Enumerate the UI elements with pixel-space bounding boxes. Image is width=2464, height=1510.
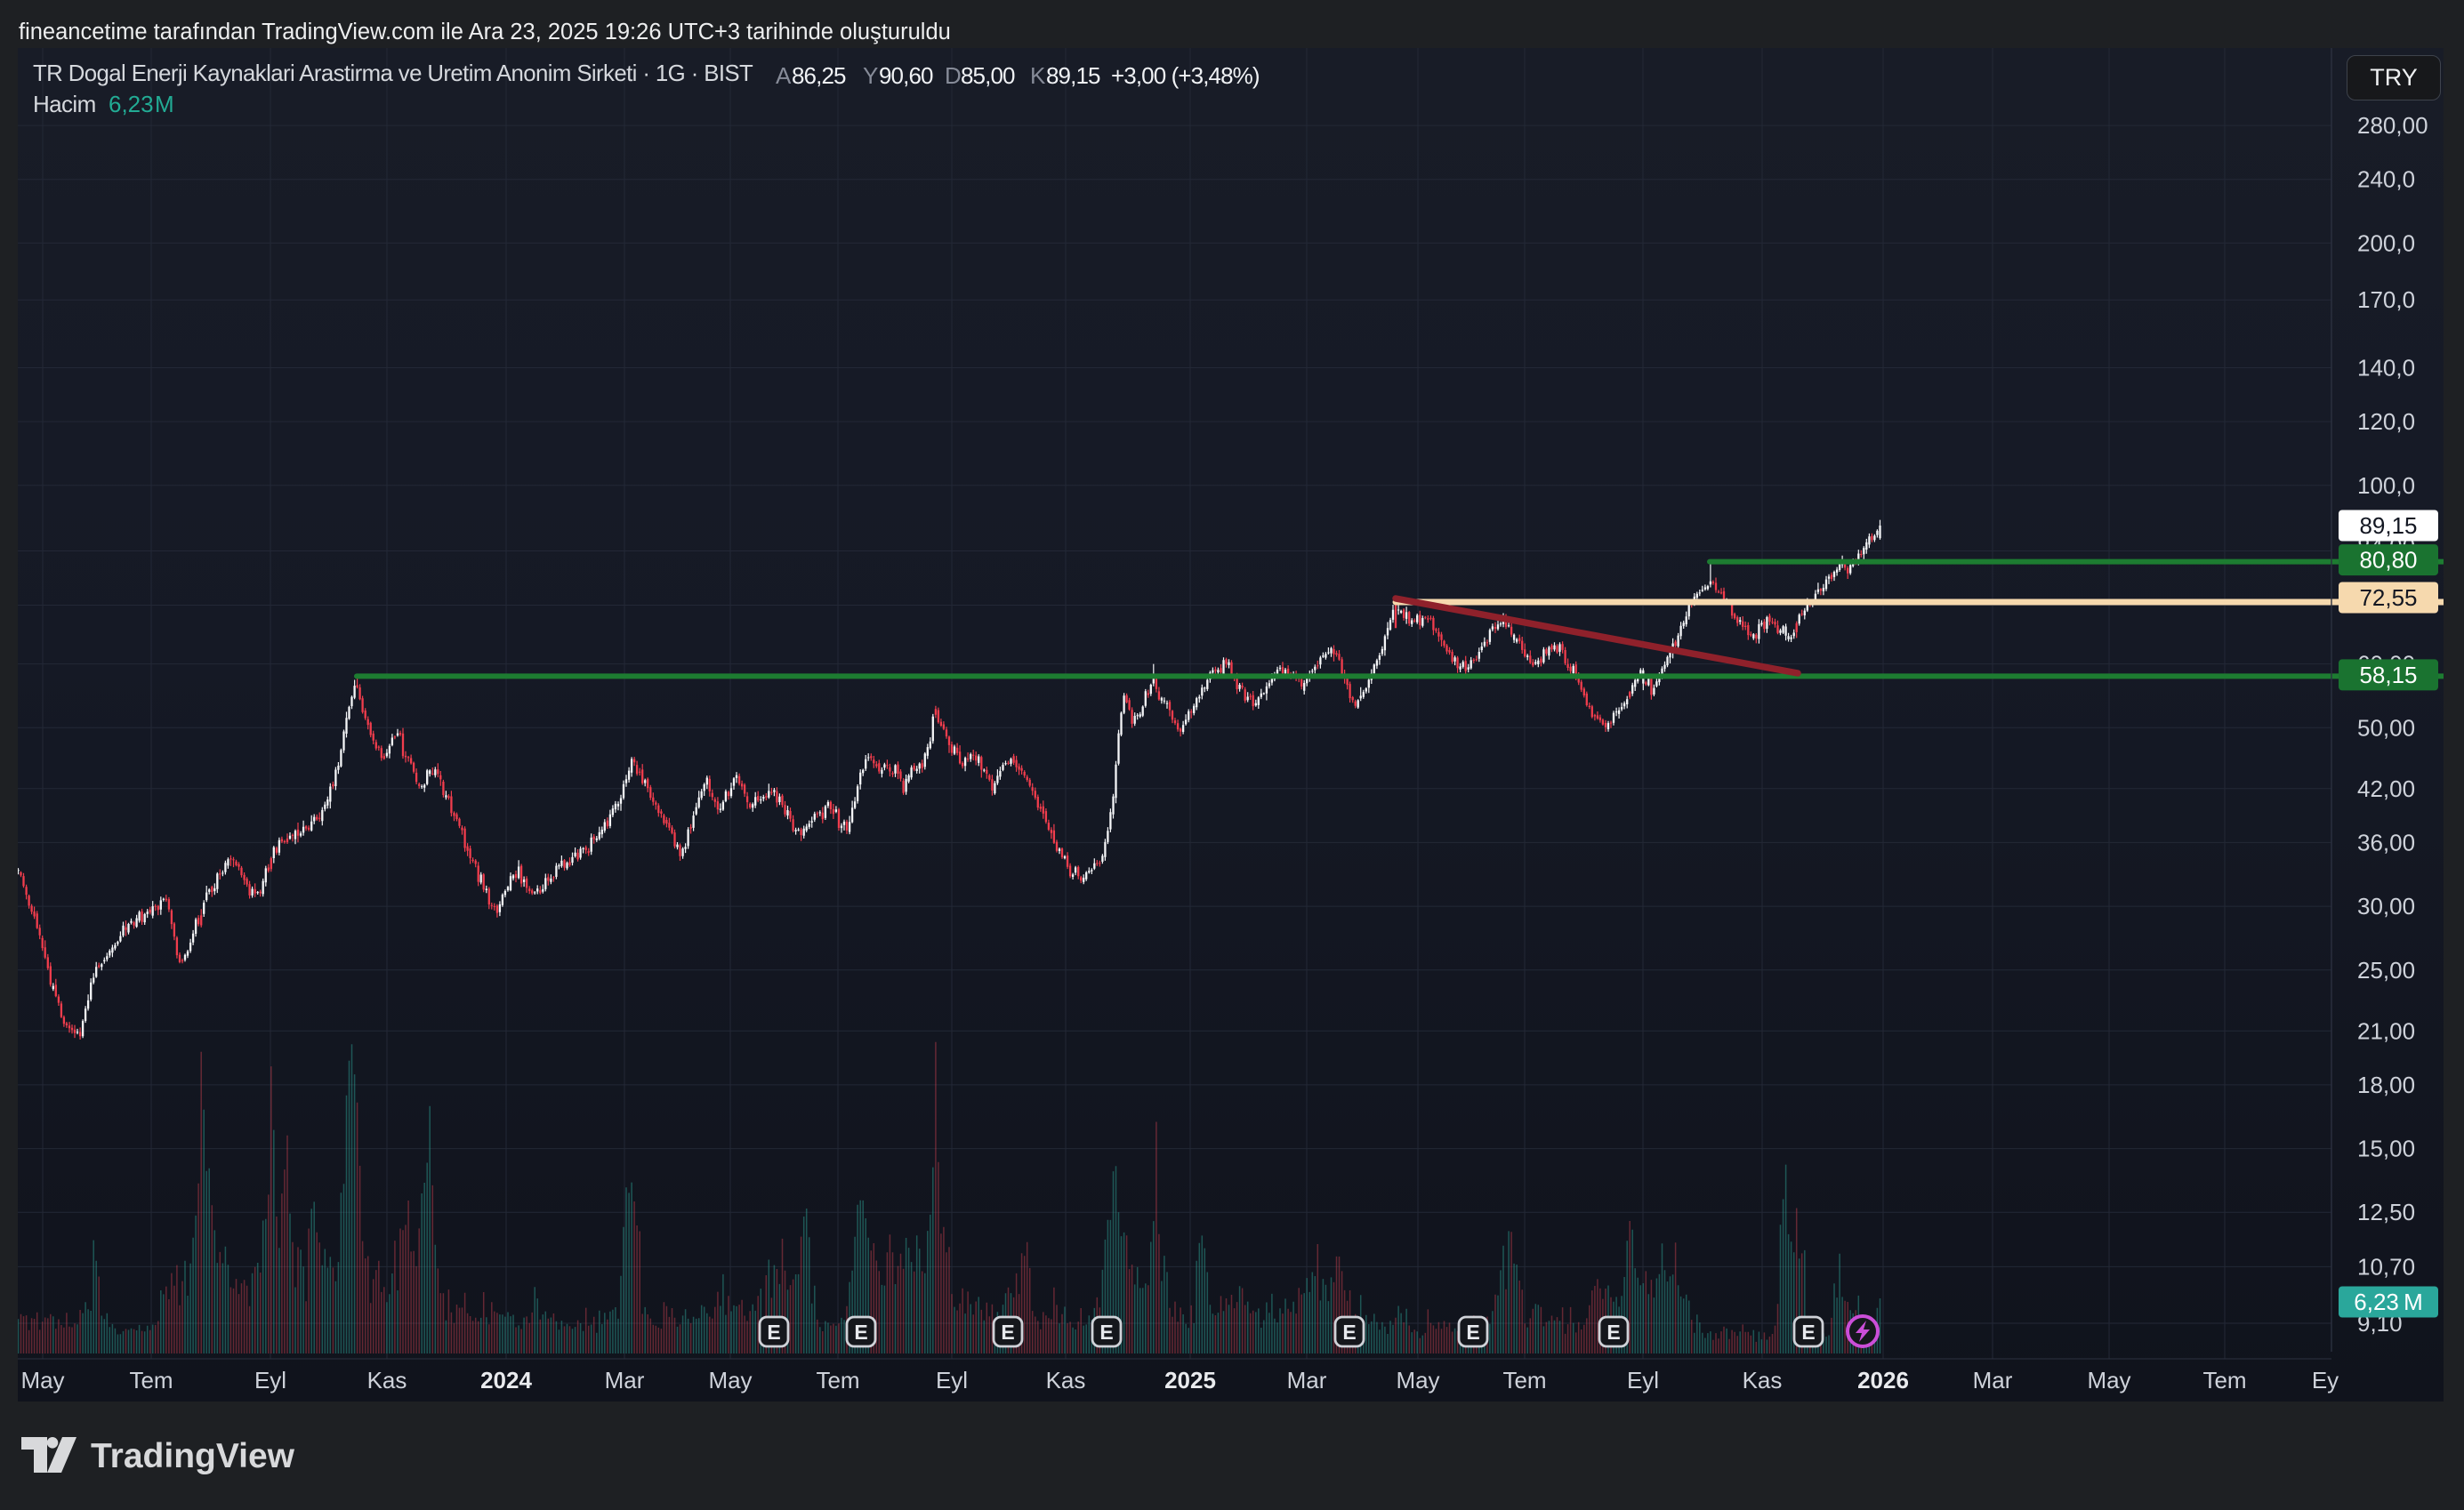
svg-text:42,00: 42,00	[2357, 775, 2415, 802]
svg-text:E: E	[1099, 1321, 1113, 1344]
svg-text:E: E	[767, 1321, 780, 1344]
svg-text:E: E	[1801, 1321, 1815, 1344]
svg-text:Tem: Tem	[1502, 1367, 1546, 1394]
svg-text:May: May	[1396, 1367, 1439, 1394]
svg-text:Mar: Mar	[1973, 1367, 2013, 1394]
svg-text:May: May	[20, 1367, 64, 1394]
svg-text:100,0: 100,0	[2357, 472, 2415, 499]
svg-text:2026: 2026	[1857, 1367, 1909, 1394]
svg-text:12,50: 12,50	[2357, 1199, 2415, 1225]
svg-text:36,00: 36,00	[2357, 829, 2415, 855]
svg-text:E: E	[1342, 1321, 1356, 1344]
svg-text:Kas: Kas	[1046, 1367, 1086, 1394]
svg-text:25,00: 25,00	[2357, 957, 2415, 984]
svg-text:May: May	[2087, 1367, 2130, 1394]
svg-text:120,0: 120,0	[2357, 408, 2415, 435]
svg-text:21,00: 21,00	[2357, 1017, 2415, 1044]
svg-text:Mar: Mar	[1287, 1367, 1327, 1394]
svg-text:E: E	[1001, 1321, 1014, 1344]
svg-text:Kas: Kas	[1743, 1367, 1783, 1394]
svg-text:50,00: 50,00	[2357, 714, 2415, 741]
svg-text:170,0: 170,0	[2357, 286, 2415, 313]
svg-text:200,0: 200,0	[2357, 229, 2415, 256]
svg-text:18,00: 18,00	[2357, 1072, 2415, 1098]
svg-text:Tem: Tem	[2202, 1367, 2246, 1394]
svg-text:140,0: 140,0	[2357, 355, 2415, 382]
svg-text:Eyl: Eyl	[1627, 1367, 1659, 1394]
svg-text:80,80: 80,80	[2359, 547, 2417, 574]
svg-text:E: E	[854, 1321, 867, 1344]
svg-text:Tem: Tem	[129, 1367, 173, 1394]
svg-text:Kas: Kas	[367, 1367, 407, 1394]
svg-text:2024: 2024	[480, 1367, 532, 1394]
svg-text:E: E	[1606, 1321, 1620, 1344]
svg-text:May: May	[708, 1367, 752, 1394]
svg-text:Tem: Tem	[816, 1367, 859, 1394]
svg-text:30,00: 30,00	[2357, 893, 2415, 920]
svg-text:240,0: 240,0	[2357, 166, 2415, 193]
svg-text:6,23 M: 6,23 M	[2354, 1289, 2422, 1315]
svg-text:Mar: Mar	[605, 1367, 645, 1394]
svg-text:72,55: 72,55	[2359, 584, 2417, 611]
svg-text:Eyl: Eyl	[936, 1367, 968, 1394]
svg-text:58,15: 58,15	[2359, 662, 2417, 688]
svg-text:2025: 2025	[1164, 1367, 1216, 1394]
svg-text:E: E	[1466, 1321, 1479, 1344]
svg-text:10,70: 10,70	[2357, 1253, 2415, 1280]
svg-text:Eyl: Eyl	[254, 1367, 286, 1394]
svg-text:15,00: 15,00	[2357, 1136, 2415, 1162]
svg-text:280,00: 280,00	[2357, 112, 2428, 139]
svg-text:Ey: Ey	[2312, 1367, 2339, 1394]
svg-text:89,15: 89,15	[2359, 512, 2417, 539]
